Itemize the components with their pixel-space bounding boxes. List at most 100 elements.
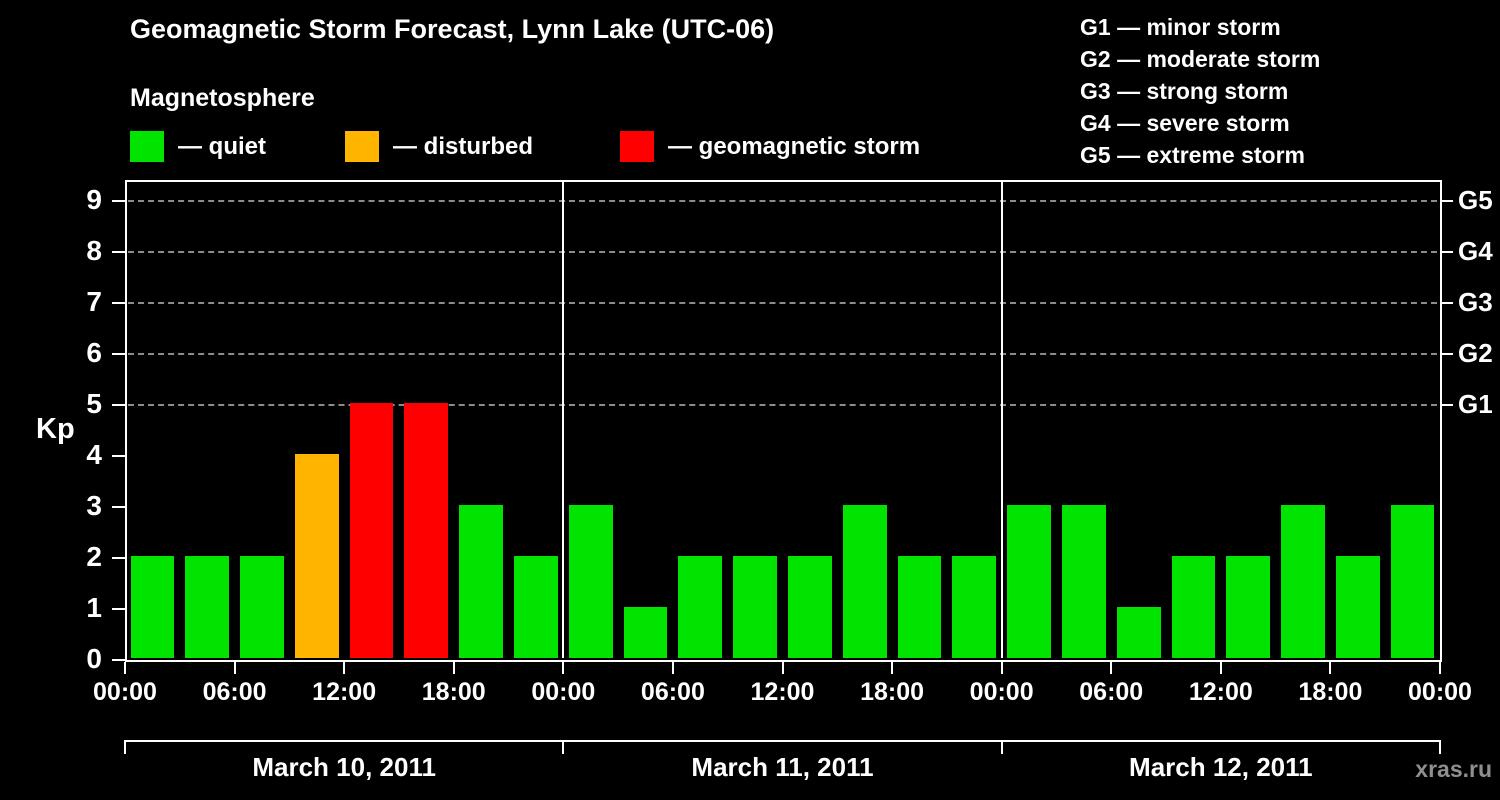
y-tick — [112, 302, 125, 304]
x-tick — [124, 662, 126, 674]
storm-scale-item: G4 — severe storm — [1080, 110, 1290, 136]
g-level-tick — [1440, 302, 1453, 304]
date-axis-tick — [1000, 740, 1003, 754]
legend-heading: Magnetosphere — [130, 84, 315, 112]
g-level-label: G3 — [1458, 287, 1493, 317]
y-tick — [112, 404, 125, 406]
bar — [1335, 556, 1380, 658]
chart-title: Geomagnetic Storm Forecast, Lynn Lake (U… — [130, 14, 775, 44]
g-level-tick — [1440, 353, 1453, 355]
x-tick-label: 18:00 — [860, 678, 925, 706]
g-level-label: G4 — [1458, 236, 1493, 266]
bar — [1171, 556, 1216, 658]
bar — [1007, 505, 1051, 658]
gridline — [128, 302, 1437, 304]
x-tick-label: 18:00 — [421, 678, 486, 706]
date-axis-tick — [124, 740, 126, 754]
x-tick-label: 06:00 — [640, 678, 705, 706]
x-tick-label: 06:00 — [202, 678, 267, 706]
x-tick-label: 00:00 — [1408, 678, 1472, 706]
g-level-label: G1 — [1458, 389, 1493, 419]
y-tick-label: 8 — [86, 235, 102, 266]
y-tick-label: 3 — [86, 490, 102, 521]
y-tick-label: 5 — [86, 388, 102, 419]
legend-item-quiet: — quiet — [130, 131, 266, 162]
plot-frame — [125, 180, 1442, 662]
x-tick — [671, 662, 674, 674]
date-axis-tick — [562, 740, 565, 754]
bar — [788, 556, 832, 658]
gridline — [128, 251, 1437, 253]
legend-item-storm: — geomagnetic storm — [620, 131, 920, 162]
gridline — [128, 353, 1437, 355]
bar — [459, 505, 504, 658]
day-separator — [1000, 182, 1003, 658]
y-tick — [112, 557, 125, 559]
storm-scale-item: G5 — extreme storm — [1080, 142, 1305, 168]
y-tick-label: 6 — [86, 337, 102, 368]
bar — [1061, 505, 1106, 658]
watermark: xras.ru — [1415, 756, 1492, 782]
legend-item-disturbed: — disturbed — [345, 131, 533, 162]
g-level-tick — [1440, 404, 1453, 406]
g-level-tick — [1440, 251, 1453, 253]
bar — [568, 505, 613, 658]
x-tick — [891, 662, 894, 674]
g-level-label: G5 — [1458, 185, 1493, 215]
x-tick — [562, 662, 565, 674]
date-axis-rule — [125, 740, 1440, 742]
x-tick — [1329, 662, 1332, 674]
y-tick — [112, 455, 125, 457]
x-tick-label: 18:00 — [1298, 678, 1363, 706]
x-tick-label: 12:00 — [1188, 678, 1253, 706]
legend-item-label: — quiet — [178, 132, 266, 160]
bar — [952, 556, 997, 658]
x-tick — [1000, 662, 1003, 674]
storm-scale-item: G2 — moderate storm — [1080, 46, 1321, 72]
legend-item-label: — geomagnetic storm — [668, 132, 921, 160]
date-axis-tick — [1439, 740, 1441, 754]
bar — [240, 556, 284, 658]
x-tick — [1439, 662, 1441, 674]
x-tick-label: 00:00 — [93, 678, 157, 706]
x-tick — [1219, 662, 1222, 674]
y-tick — [112, 251, 125, 253]
y-tick-label: 9 — [86, 184, 102, 215]
bar — [130, 556, 175, 658]
y-tick-label: 2 — [86, 541, 102, 572]
quiet-swatch — [130, 131, 164, 162]
bar — [842, 505, 887, 658]
x-tick-label: 12:00 — [750, 678, 815, 706]
storm-swatch — [620, 131, 654, 162]
y-tick — [112, 608, 125, 610]
y-tick — [112, 353, 125, 355]
storm-scale-item: G1 — minor storm — [1080, 14, 1281, 40]
y-tick-label: 7 — [86, 286, 102, 317]
day-separator — [562, 182, 565, 658]
date-label: March 10, 2011 — [252, 752, 436, 782]
bar — [1226, 556, 1271, 658]
y-tick-label: 1 — [86, 592, 102, 623]
gridline — [128, 404, 1437, 406]
bar — [1390, 505, 1435, 658]
x-tick — [781, 662, 784, 674]
bar — [623, 607, 668, 658]
x-tick-label: 00:00 — [969, 678, 1034, 706]
g-level-tick — [1440, 200, 1453, 202]
date-label: March 12, 2011 — [1129, 752, 1313, 782]
disturbed-swatch — [345, 131, 379, 162]
y-tick — [112, 659, 125, 661]
x-tick-label: 06:00 — [1079, 678, 1144, 706]
bar — [1281, 505, 1325, 658]
y-tick — [112, 506, 125, 508]
kp-axis-label: Kp — [36, 412, 75, 445]
bar — [1116, 607, 1161, 658]
gridline — [128, 200, 1437, 202]
x-tick — [233, 662, 236, 674]
bar — [294, 454, 339, 658]
y-tick-label: 4 — [86, 439, 102, 470]
bar — [897, 556, 942, 658]
